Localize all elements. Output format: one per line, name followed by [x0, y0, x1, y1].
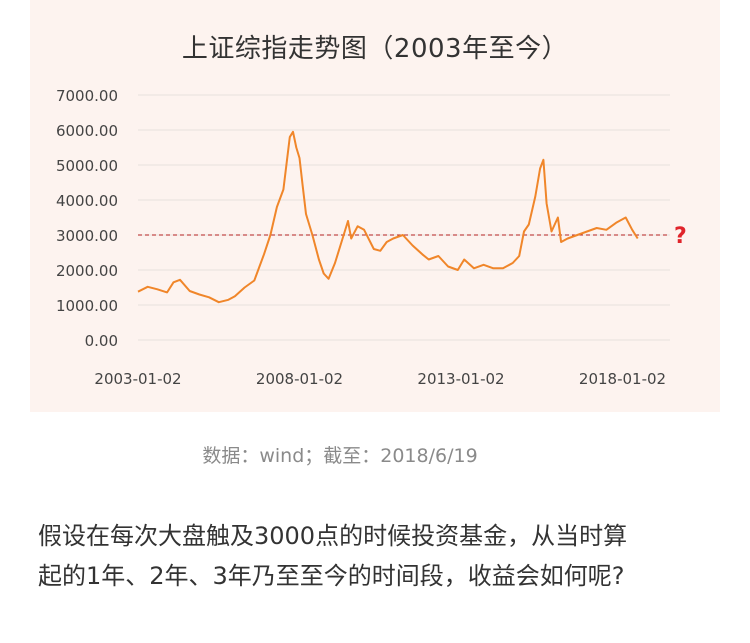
question-line: 假设在每次大盘触及3000点的时候投资基金，从当时算: [38, 522, 628, 550]
x-tick-label: 2018-01-02: [579, 370, 666, 388]
question-text: 假设在每次大盘触及3000点的时候投资基金，从当时算 起的1年、2年、3年乃至至…: [38, 516, 718, 596]
x-tick-label: 2003-01-02: [94, 370, 181, 388]
y-tick-label: 0.00: [85, 332, 118, 350]
y-tick-label: 1000.00: [56, 297, 118, 315]
x-tick-label: 2013-01-02: [417, 370, 504, 388]
x-tick-label: 2008-01-02: [256, 370, 343, 388]
y-tick-label: 3000.00: [56, 227, 118, 245]
y-axis-ticks: 7000.00 6000.00 5000.00 4000.00 3000.00 2000.…: [56, 87, 118, 350]
question-line: 起的1年、2年、3年乃至至今的时间段，收益会如何呢?: [38, 562, 625, 590]
data-source-note: 数据：wind；截至：2018/6/19: [202, 445, 478, 467]
x-axis-ticks: 2003-01-02 2008-01-02 2013-01-02 2018-01-02: [94, 370, 666, 388]
y-tick-label: 6000.00: [56, 122, 118, 140]
line-chart: 7000.00 6000.00 5000.00 4000.00 3000.00 2000.…: [56, 87, 687, 388]
y-tick-label: 4000.00: [56, 192, 118, 210]
series-line: [137, 130, 639, 304]
grid-lines: [138, 94, 670, 341]
chart-title: 上证综指走势图（2003年至今）: [181, 34, 569, 64]
reference-marker: ?: [674, 224, 687, 249]
chart-panel: [30, 0, 720, 412]
y-tick-label: 7000.00: [56, 87, 118, 105]
y-tick-label: 5000.00: [56, 157, 118, 175]
y-tick-label: 2000.00: [56, 262, 118, 280]
series-group: [137, 130, 639, 304]
